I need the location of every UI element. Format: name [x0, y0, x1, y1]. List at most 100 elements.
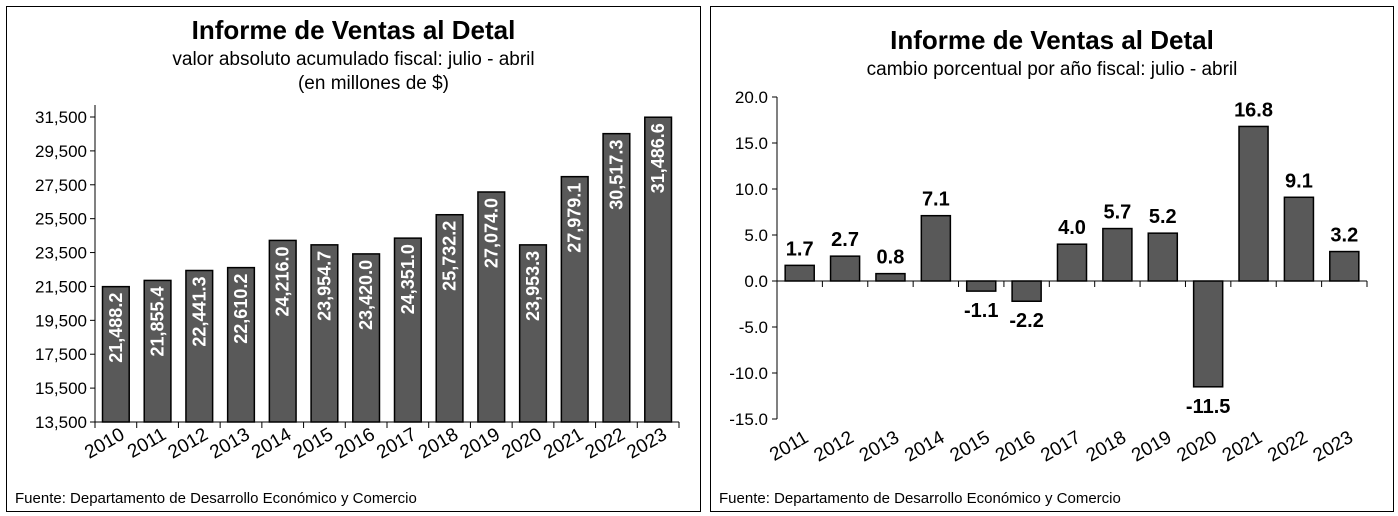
data-label-2022: 30,517.3 — [606, 140, 626, 210]
data-label-2017: 24,351.0 — [398, 244, 418, 314]
x-tick-label-2020: 2020 — [1174, 427, 1221, 466]
data-label-2010: 21,488.2 — [106, 293, 126, 363]
bar-2017 — [1056, 243, 1088, 282]
chart-source: Fuente: Departamento de Desarrollo Econó… — [15, 490, 417, 507]
bar-2011 — [143, 279, 172, 423]
data-label-2012: 2.7 — [831, 229, 859, 251]
data-label-2015: -1.1 — [964, 300, 998, 322]
bar-2012 — [829, 255, 861, 282]
x-tick-label-2021: 2021 — [1219, 427, 1266, 466]
chart-subtitle: valor absoluto acumulado fiscal: julio -… — [172, 49, 535, 70]
bar-chart-percent-change: -15.0-10.0-5.00.05.010.015.020.01.720112… — [729, 88, 1368, 467]
y-tick-label: 21,500 — [35, 277, 87, 296]
x-tick-label-2023: 2023 — [624, 424, 671, 463]
bar-2015 — [965, 280, 997, 292]
data-label-2011: 21,855.4 — [148, 286, 168, 356]
data-label-2011: 1.7 — [786, 238, 814, 260]
data-label-2022: 9.1 — [1285, 170, 1313, 192]
y-tick-label: 5.0 — [744, 226, 768, 245]
y-tick-label: -5.0 — [739, 318, 768, 337]
x-tick-label-2017: 2017 — [373, 424, 420, 463]
x-tick-label-2015: 2015 — [290, 424, 337, 463]
y-tick-label: 17,500 — [35, 345, 87, 364]
data-label-2017: 4.0 — [1058, 217, 1086, 239]
bar-2018 — [435, 213, 464, 423]
chart-source: Fuente: Departamento de Desarrollo Econó… — [719, 490, 1121, 507]
x-tick-label-2022: 2022 — [582, 424, 629, 463]
bar-2012 — [185, 269, 214, 423]
x-tick-label-2016: 2016 — [992, 427, 1039, 466]
bar-2011 — [784, 264, 815, 282]
data-label-2016: -2.2 — [1009, 310, 1043, 332]
bar-2022 — [602, 132, 631, 423]
x-tick-label-2018: 2018 — [415, 424, 462, 463]
bar-2021 — [560, 175, 589, 423]
data-label-2016: 23,420.0 — [356, 260, 376, 330]
x-tick-label-2010: 2010 — [81, 424, 128, 463]
bar-2016 — [352, 253, 381, 423]
y-tick-label: 13,500 — [35, 413, 87, 432]
x-tick-label-2013: 2013 — [856, 427, 903, 466]
bar-2015 — [310, 244, 339, 423]
x-tick-label-2011: 2011 — [124, 424, 170, 463]
y-tick-label: 29,500 — [35, 142, 87, 161]
bar-2020 — [518, 244, 548, 423]
chart-title: Informe de Ventas al Detal — [890, 25, 1214, 55]
y-tick-label: -15.0 — [729, 410, 768, 429]
bar-2018 — [1102, 227, 1133, 282]
x-tick-label-2022: 2022 — [1264, 427, 1311, 466]
bar-2020 — [1192, 280, 1224, 388]
x-tick-label-2019: 2019 — [1128, 427, 1175, 466]
bar-2014 — [920, 214, 952, 282]
x-tick-label-2012: 2012 — [165, 424, 212, 463]
data-label-2020: -11.5 — [1186, 396, 1230, 418]
x-tick-label-2014: 2014 — [901, 427, 948, 467]
x-tick-label-2019: 2019 — [457, 424, 504, 463]
y-tick-label: 25,500 — [35, 210, 87, 229]
x-tick-label-2011: 2011 — [766, 427, 812, 466]
bar-2023 — [644, 116, 673, 423]
data-label-2023: 3.2 — [1330, 225, 1358, 247]
x-tick-label-2016: 2016 — [332, 424, 379, 463]
bar-2022 — [1283, 196, 1315, 282]
bar-2010 — [101, 285, 130, 423]
chart-subtitle-units: (en millones de $) — [297, 73, 450, 94]
y-tick-label: -10.0 — [729, 364, 768, 383]
data-label-2013: 0.8 — [877, 247, 905, 269]
data-label-2020: 23,953.3 — [523, 251, 543, 321]
y-tick-label: 0.0 — [744, 272, 768, 291]
y-tick-label: 31,500 — [35, 108, 87, 127]
y-tick-label: 15.0 — [735, 134, 768, 153]
x-tick-label-2021: 2021 — [540, 424, 587, 463]
chart-panel-percent-change: Informe de Ventas al Detal cambio porcen… — [710, 6, 1394, 512]
y-tick-label: 27,500 — [35, 176, 87, 195]
bar-chart-cumulative: 13,500 15,500 17,500 19,500 21,500 23,500 25,5… — [35, 105, 680, 463]
data-label-2013: 22,610.2 — [231, 274, 251, 344]
bar-2013 — [226, 266, 256, 423]
x-tick-label-2017: 2017 — [1037, 427, 1084, 466]
x-tick-label-2015: 2015 — [947, 427, 994, 466]
y-tick-label: 23,500 — [35, 244, 87, 263]
chart-panel-cumulative: Informe de Ventas al Detal valor absolut… — [6, 6, 701, 512]
data-label-2023: 31,486.6 — [648, 123, 668, 193]
data-label-2012: 22,441.3 — [189, 276, 209, 346]
bar-2019 — [1147, 232, 1179, 282]
y-tick-label: 10.0 — [735, 180, 768, 199]
y-tick-label: 20.0 — [735, 88, 768, 107]
x-tick-label-2023: 2023 — [1310, 427, 1357, 466]
bar-2016 — [1011, 280, 1042, 302]
data-label-2021: 16.8 — [1234, 99, 1273, 121]
x-tick-label-2012: 2012 — [810, 427, 857, 466]
bar-2019 — [477, 191, 506, 423]
data-label-2019: 27,074.0 — [481, 198, 501, 268]
chart-subtitle: cambio porcentual por año fiscal: julio … — [866, 59, 1238, 80]
data-label-2014: 7.1 — [922, 189, 950, 211]
bar-2017 — [393, 237, 422, 423]
data-label-2015: 23,954.7 — [314, 251, 334, 321]
chart-title: Informe de Ventas al Detal — [191, 15, 516, 45]
data-label-2019: 5.2 — [1149, 206, 1177, 228]
bar-2013 — [875, 272, 906, 282]
data-label-2018: 5.7 — [1103, 202, 1131, 224]
data-label-2018: 25,732.2 — [440, 221, 460, 291]
y-tick-label: 15,500 — [35, 379, 87, 398]
